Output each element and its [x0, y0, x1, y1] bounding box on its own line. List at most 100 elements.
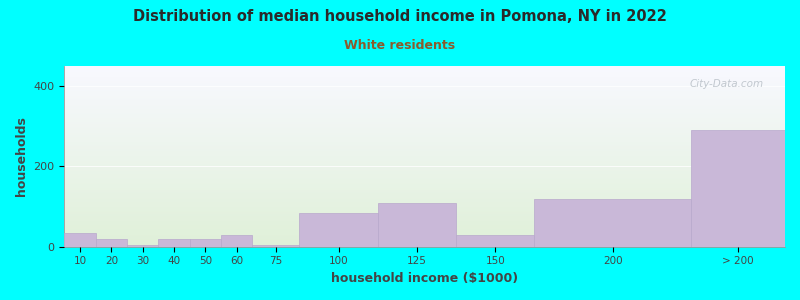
Bar [65, 236, 785, 237]
Bar [65, 188, 785, 189]
Bar [65, 111, 785, 112]
Bar [65, 78, 785, 79]
Bar [65, 151, 785, 152]
Bar [65, 66, 785, 67]
Bar [65, 177, 785, 178]
Bar [65, 120, 785, 121]
Bar [65, 126, 785, 127]
Bar [65, 214, 785, 215]
Bar [65, 119, 785, 120]
Bar [65, 195, 785, 196]
Bar [252, 245, 299, 247]
Bar [65, 154, 785, 155]
Bar [65, 146, 785, 147]
Bar [65, 149, 785, 150]
Bar [65, 72, 785, 73]
Bar [65, 182, 785, 183]
Bar [65, 216, 785, 217]
Bar [65, 90, 785, 91]
Bar [65, 218, 785, 219]
Bar [65, 94, 785, 95]
Bar [65, 226, 785, 227]
Bar [65, 238, 785, 239]
Bar [65, 73, 785, 74]
Bar [65, 230, 785, 231]
Bar [65, 76, 785, 77]
Bar [96, 239, 127, 247]
Bar [65, 242, 785, 243]
Bar [65, 83, 785, 84]
Bar [65, 130, 785, 131]
Text: White residents: White residents [345, 39, 455, 52]
Bar [65, 244, 785, 245]
Bar [65, 199, 785, 200]
Bar [65, 87, 785, 88]
Bar [65, 103, 785, 104]
Bar [65, 88, 785, 89]
Bar [691, 130, 785, 247]
Bar [65, 181, 785, 182]
Bar [65, 229, 785, 230]
Bar [65, 150, 785, 151]
Bar [65, 100, 785, 101]
Bar [65, 118, 785, 119]
Bar [65, 95, 785, 96]
Bar [534, 199, 691, 247]
Bar [65, 139, 785, 140]
Bar [299, 213, 378, 247]
Bar [65, 210, 785, 211]
Bar [65, 85, 785, 86]
Bar [65, 129, 785, 130]
Bar [65, 215, 785, 216]
Bar [456, 236, 534, 247]
Bar [65, 134, 785, 135]
Bar [65, 237, 785, 238]
Bar [65, 238, 785, 239]
Bar [65, 169, 785, 170]
Bar [65, 163, 785, 164]
Bar [65, 223, 785, 224]
Bar [65, 222, 785, 223]
Bar [65, 209, 785, 210]
Bar [65, 202, 785, 203]
Bar [65, 112, 785, 113]
Bar [65, 171, 785, 172]
Bar [65, 155, 785, 156]
Bar [65, 221, 785, 222]
Bar [378, 202, 456, 247]
Bar [65, 67, 785, 68]
Bar [65, 160, 785, 161]
Bar [65, 140, 785, 141]
Bar [65, 98, 785, 99]
Bar [65, 106, 785, 107]
Bar [65, 82, 785, 83]
Bar [65, 142, 785, 143]
Bar [65, 212, 785, 213]
Bar [65, 193, 785, 194]
Bar [65, 197, 785, 198]
Bar [65, 70, 785, 71]
Bar [65, 118, 785, 119]
Bar [65, 114, 785, 115]
Bar [65, 122, 785, 123]
Bar [65, 227, 785, 228]
Bar [65, 89, 785, 90]
Bar [65, 168, 785, 169]
Bar [65, 233, 96, 247]
Bar [65, 190, 785, 191]
Bar [65, 228, 785, 229]
Bar [65, 117, 785, 118]
Bar [65, 121, 785, 122]
Bar [65, 69, 785, 70]
Bar [65, 206, 785, 207]
Bar [65, 245, 785, 246]
Bar [65, 241, 785, 242]
Bar [65, 208, 785, 209]
Bar [65, 68, 785, 69]
Bar [65, 170, 785, 171]
Bar [65, 84, 785, 85]
Bar [65, 217, 785, 218]
Bar [65, 137, 785, 138]
Bar [65, 213, 785, 214]
Bar [65, 110, 785, 111]
